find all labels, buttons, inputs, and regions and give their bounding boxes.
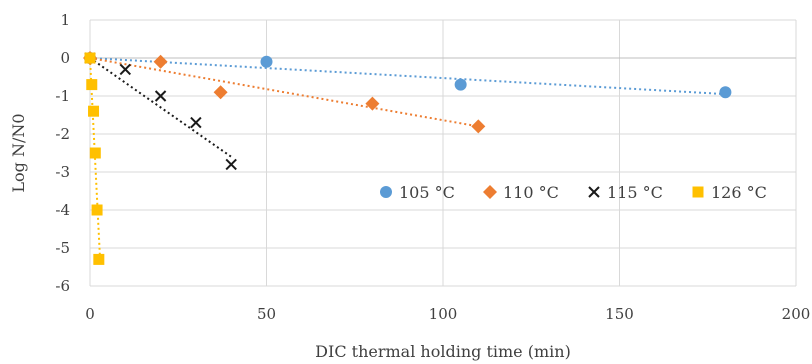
y-tick-label: -2 (55, 125, 70, 143)
legend-item-3: 115 °C (588, 183, 663, 202)
trend-layer (89, 57, 726, 256)
series-3-point (190, 116, 202, 129)
legend-item-4-marker (692, 186, 704, 198)
legend-item-3-marker (588, 186, 600, 198)
y-tick-label: -6 (55, 277, 70, 295)
series-4-point (89, 147, 101, 159)
series-3-point-stroke (119, 63, 132, 76)
series-2-point (213, 85, 228, 100)
x-tick-label: 100 (429, 305, 458, 323)
legend-item-3-marker-stroke (588, 186, 600, 198)
legend-item-2-marker (483, 185, 497, 199)
legend-item-4: 126 °C (692, 183, 767, 202)
x-tick-label: 0 (85, 305, 95, 323)
series-3-point (119, 63, 132, 76)
legend-item-1-label: 105 °C (399, 183, 455, 202)
legend-item-3-label: 115 °C (607, 183, 663, 202)
series-4-point (88, 105, 100, 117)
series-4-point (86, 79, 98, 91)
legend: 105 °C 110 °C 115 °C 126 °C (380, 183, 767, 202)
x-axis-title: DIC thermal holding time (min) (315, 342, 571, 361)
series-3-point-stroke (190, 116, 202, 129)
series-1-point (454, 78, 467, 91)
y-tick-label: -3 (55, 163, 70, 181)
y-tick-label: 1 (60, 11, 70, 29)
legend-item-2: 110 °C (483, 183, 559, 202)
y-tick-label: -4 (55, 201, 70, 219)
series-4-point (91, 204, 103, 216)
y-axis-title: Log N/N0 (9, 113, 28, 192)
legend-item-4-label: 126 °C (711, 183, 767, 202)
series-3-trendline (89, 57, 232, 158)
x-tick-label: 50 (257, 305, 276, 323)
series-3-point-stroke (154, 90, 167, 102)
point-layer (83, 51, 732, 265)
series-4-point (93, 253, 105, 265)
y-tick-label: -1 (55, 87, 70, 105)
y-tick-label: -5 (55, 239, 70, 257)
series-3-point (154, 90, 167, 102)
legend-item-1-marker (380, 186, 392, 198)
x-tick-label: 150 (605, 305, 634, 323)
series-2-point (153, 54, 168, 69)
legend-item-1: 105 °C (380, 183, 455, 202)
series-1-point (719, 86, 732, 99)
series-3-point-stroke (225, 158, 237, 171)
x-tick-label: 200 (782, 305, 811, 323)
series-3-point (225, 158, 237, 171)
series-2-point (365, 96, 380, 111)
series-2-point (471, 119, 486, 134)
series-4-point (84, 52, 96, 64)
grid-layer (89, 19, 797, 287)
axis-layer: 1 0 -1 -2 -3 -4 -5 -6 0 50 100 150 200 (55, 11, 810, 323)
series-1-trendline (89, 57, 726, 96)
legend-item-2-label: 110 °C (503, 183, 559, 202)
y-tick-label: 0 (60, 49, 70, 67)
series-2-trendline (89, 57, 479, 128)
series-1-point (260, 55, 273, 68)
